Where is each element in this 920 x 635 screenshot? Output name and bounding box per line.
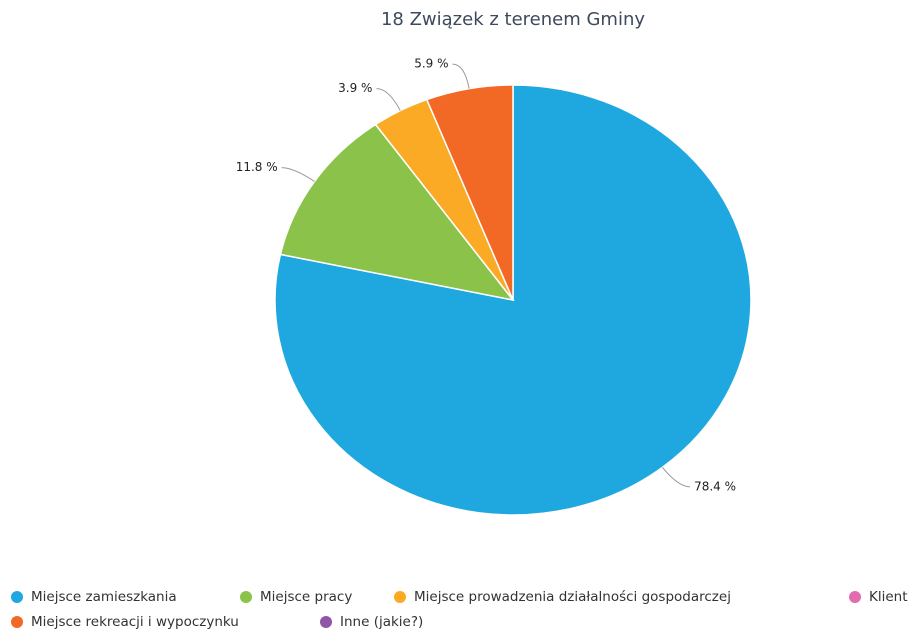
legend-marker [11,616,23,628]
legend-marker [849,591,861,603]
legend-label: Klient [869,589,908,605]
label-connector [281,167,315,182]
legend-label: Inne (jakie?) [340,614,423,630]
pie-slice [274,84,752,516]
label-connector [452,63,470,89]
legend-label: Miejsce zamieszkania [31,589,177,605]
data-label: 3.9 % [338,81,372,95]
data-label: 11.8 % [236,160,278,174]
legend-marker [320,616,332,628]
legend-label: Miejsce prowadzenia działalności gospoda… [414,589,731,605]
pie-slice [425,84,514,301]
data-label: 78.4 % [694,479,736,493]
legend-marker [11,591,23,603]
label-connector [376,88,401,111]
legend-marker [240,591,252,603]
data-label: 5.9 % [414,57,448,71]
legend-label: Miejsce rekreacji i wypoczynku [31,614,239,630]
chart-title: 18 Związek z terenem Gminy [381,9,645,30]
legend-marker [394,591,406,603]
legend-label: Miejsce pracy [260,589,352,605]
label-connector [662,467,691,488]
